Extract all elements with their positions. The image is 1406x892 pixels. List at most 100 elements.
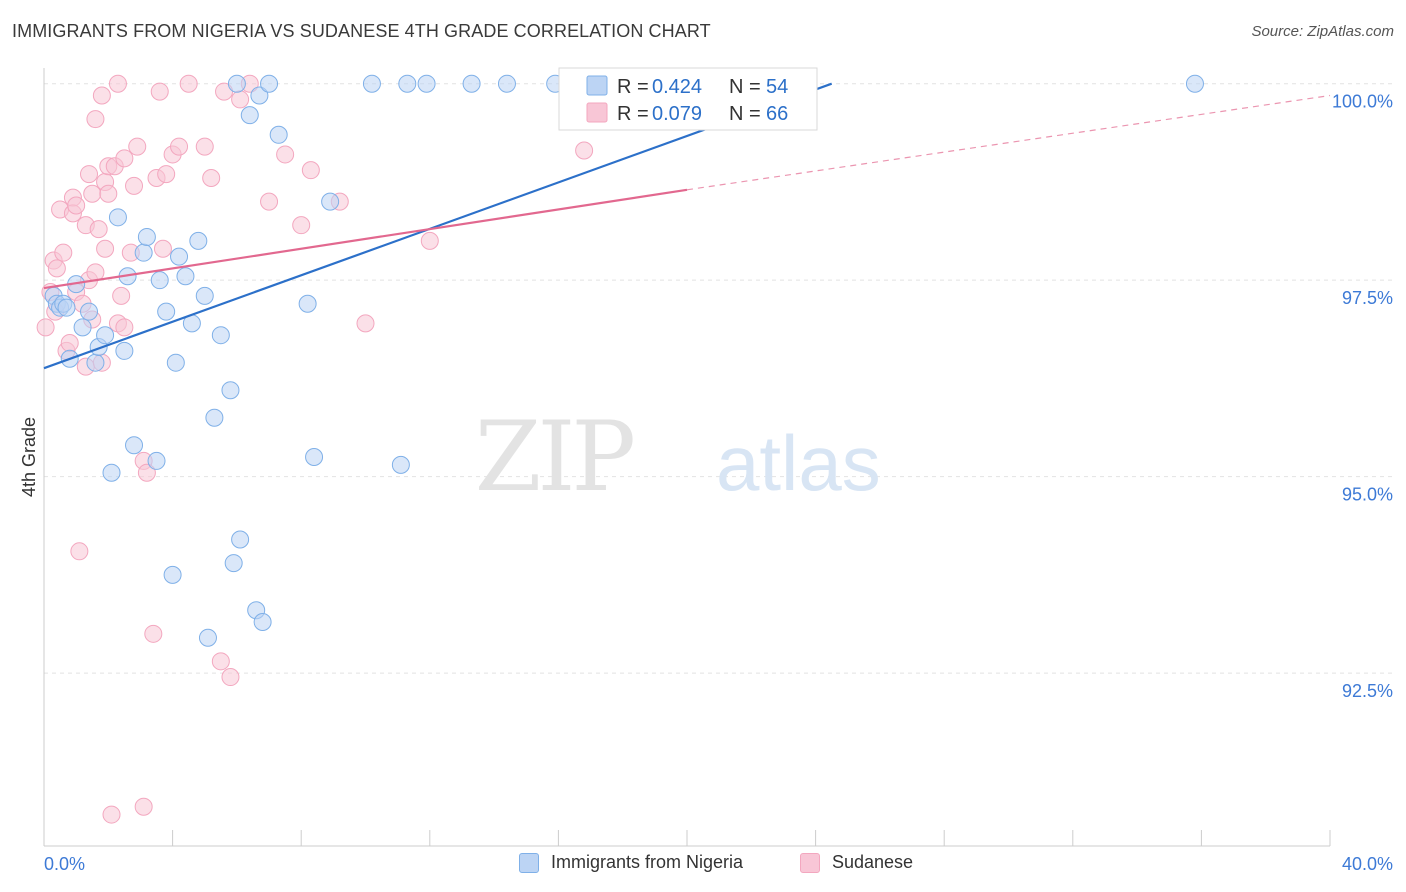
chart-source: Source: ZipAtlas.com (1251, 23, 1394, 40)
point-nigeria (298, 294, 317, 313)
point-sudanese (420, 231, 439, 250)
legend-n-label-nigeria: N = (729, 76, 761, 98)
point-nigeria (163, 565, 182, 584)
grid-layer (44, 83, 1393, 674)
trend-line-sudanese (43, 188, 688, 290)
legend-r-label-sudanese: R = (617, 103, 649, 125)
legend-r-value-nigeria: 0.424 (652, 76, 702, 98)
x-tick-min: 0.0% (44, 854, 85, 874)
point-sudanese (112, 286, 131, 305)
point-nigeria (391, 455, 410, 474)
y-tick-label: 95.0% (1342, 485, 1393, 505)
point-sudanese (96, 239, 115, 258)
point-sudanese (260, 192, 279, 211)
point-sudanese (276, 145, 295, 164)
point-nigeria (260, 74, 279, 93)
point-nigeria (150, 271, 169, 290)
point-nigeria (1185, 74, 1204, 93)
trend-line-sudanese-extension (686, 94, 1331, 191)
point-sudanese (179, 74, 198, 93)
point-sudanese (83, 184, 102, 203)
trend-line-nigeria (43, 82, 833, 370)
bottom-legend-sudanese: Sudanese (800, 852, 913, 873)
x-tick-max: 40.0% (1342, 854, 1393, 874)
point-nigeria (125, 436, 144, 455)
legend-n-label-sudanese: N = (729, 103, 761, 125)
point-nigeria (57, 298, 76, 317)
point-sudanese (150, 82, 169, 101)
point-nigeria (227, 74, 246, 93)
point-nigeria (137, 227, 156, 246)
point-sudanese (47, 259, 66, 278)
point-sudanese (125, 176, 144, 195)
y-tick-label: 97.5% (1342, 288, 1393, 308)
point-nigeria (224, 554, 243, 573)
point-sudanese (202, 169, 221, 188)
data-points (36, 74, 1204, 824)
point-sudanese (211, 652, 230, 671)
point-nigeria (205, 408, 224, 427)
point-sudanese (144, 624, 163, 643)
point-nigeria (417, 74, 436, 93)
y-axis-title: 4th Grade (19, 417, 39, 497)
x-ticks (43, 830, 1331, 846)
point-nigeria (305, 448, 324, 466)
point-nigeria (462, 74, 481, 93)
y-tick-label: 92.5% (1342, 681, 1393, 701)
point-nigeria (96, 326, 115, 345)
point-nigeria (269, 125, 288, 144)
point-nigeria (398, 74, 417, 93)
y-tick-labels: 92.5% 95.0% 97.5% 100.0% (1332, 92, 1393, 701)
point-sudanese (128, 137, 147, 156)
point-nigeria (115, 341, 134, 360)
point-nigeria (86, 353, 105, 372)
legend-swatch-nigeria-bottom (519, 852, 539, 873)
legend-swatch-sudanese (586, 102, 608, 123)
point-nigeria (134, 243, 153, 262)
point-nigeria (231, 530, 250, 549)
point-sudanese (36, 318, 55, 337)
point-sudanese (301, 161, 320, 180)
point-sudanese (80, 165, 99, 184)
point-sudanese (575, 141, 594, 160)
point-nigeria (250, 86, 269, 105)
point-nigeria (80, 302, 99, 321)
point-nigeria (198, 628, 217, 647)
point-nigeria (176, 267, 195, 286)
point-sudanese (153, 239, 172, 258)
legend-r-label-nigeria: R = (617, 76, 649, 98)
point-nigeria (170, 247, 189, 266)
point-sudanese (195, 137, 214, 156)
watermark-zip: ZIP (475, 401, 634, 513)
point-sudanese (70, 542, 89, 561)
point-sudanese (115, 149, 134, 168)
chart-title: IMMIGRANTS FROM NIGERIA VS SUDANESE 4TH … (12, 21, 711, 41)
point-sudanese (115, 318, 134, 337)
point-sudanese (54, 243, 73, 262)
point-nigeria (221, 381, 240, 400)
point-sudanese (134, 797, 153, 816)
point-sudanese (157, 165, 176, 184)
point-nigeria (102, 463, 121, 482)
y-tick-label: 100.0% (1332, 92, 1393, 112)
point-sudanese (231, 90, 250, 109)
point-nigeria (362, 74, 381, 93)
point-sudanese (89, 220, 108, 239)
point-nigeria (211, 326, 230, 345)
point-sudanese (60, 334, 79, 353)
point-nigeria (147, 451, 166, 470)
point-nigeria (108, 208, 127, 227)
point-nigeria (166, 353, 185, 372)
point-sudanese (99, 184, 118, 203)
point-sudanese (92, 86, 111, 105)
point-sudanese (137, 463, 156, 482)
point-sudanese (221, 668, 240, 687)
legend-label-nigeria: Immigrants from Nigeria (551, 852, 744, 872)
legend-swatch-sudanese-bottom (800, 852, 820, 873)
point-sudanese (170, 137, 189, 156)
point-sudanese (292, 216, 311, 235)
legend-r-value-sudanese: 0.079 (652, 103, 702, 125)
point-nigeria (497, 74, 516, 93)
trend-lines (43, 82, 1331, 370)
